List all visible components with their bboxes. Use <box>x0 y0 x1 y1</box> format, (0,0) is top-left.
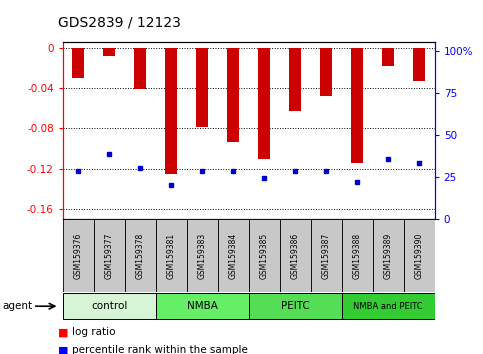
Bar <box>165 47 177 174</box>
Bar <box>227 47 240 142</box>
Text: GDS2839 / 12123: GDS2839 / 12123 <box>58 16 181 30</box>
Text: PEITC: PEITC <box>281 301 310 311</box>
Text: GSM159385: GSM159385 <box>260 233 269 279</box>
FancyBboxPatch shape <box>311 219 342 292</box>
Bar <box>72 47 85 78</box>
Bar <box>382 47 395 66</box>
Text: log ratio: log ratio <box>72 327 116 337</box>
FancyBboxPatch shape <box>156 293 249 319</box>
Text: GSM159388: GSM159388 <box>353 233 362 279</box>
Text: ■: ■ <box>58 345 69 354</box>
Text: percentile rank within the sample: percentile rank within the sample <box>72 345 248 354</box>
Text: GSM159384: GSM159384 <box>229 233 238 279</box>
FancyBboxPatch shape <box>404 219 435 292</box>
FancyBboxPatch shape <box>94 219 125 292</box>
FancyBboxPatch shape <box>156 219 187 292</box>
Text: GSM159376: GSM159376 <box>74 233 83 279</box>
Bar <box>134 47 146 89</box>
FancyBboxPatch shape <box>125 219 156 292</box>
FancyBboxPatch shape <box>63 219 94 292</box>
FancyBboxPatch shape <box>218 219 249 292</box>
Text: agent: agent <box>2 301 32 311</box>
Text: GSM159383: GSM159383 <box>198 233 207 279</box>
Bar <box>413 47 426 81</box>
FancyBboxPatch shape <box>342 219 373 292</box>
Text: GSM159387: GSM159387 <box>322 233 331 279</box>
FancyBboxPatch shape <box>342 293 435 319</box>
FancyBboxPatch shape <box>249 219 280 292</box>
FancyBboxPatch shape <box>373 219 404 292</box>
Text: GSM159390: GSM159390 <box>415 233 424 279</box>
FancyBboxPatch shape <box>187 219 218 292</box>
Bar <box>103 47 115 56</box>
Text: control: control <box>91 301 128 311</box>
Bar <box>320 47 332 96</box>
Bar <box>258 47 270 159</box>
Bar <box>351 47 363 163</box>
Text: GSM159386: GSM159386 <box>291 233 300 279</box>
Text: GSM159378: GSM159378 <box>136 233 145 279</box>
FancyBboxPatch shape <box>63 293 156 319</box>
Text: GSM159377: GSM159377 <box>105 233 114 279</box>
Text: ■: ■ <box>58 327 69 337</box>
Bar <box>289 47 301 111</box>
Text: GSM159381: GSM159381 <box>167 233 176 279</box>
FancyBboxPatch shape <box>280 219 311 292</box>
Text: NMBA and PEITC: NMBA and PEITC <box>354 302 423 311</box>
FancyBboxPatch shape <box>249 293 342 319</box>
Bar <box>196 47 209 127</box>
Text: NMBA: NMBA <box>187 301 218 311</box>
Text: GSM159389: GSM159389 <box>384 233 393 279</box>
